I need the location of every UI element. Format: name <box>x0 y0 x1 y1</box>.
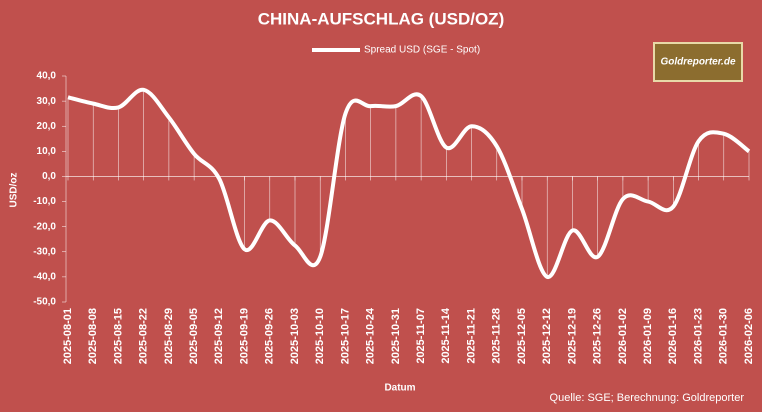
x-tick-label: 2025-09-12 <box>213 308 225 364</box>
x-tick-label: 2025-10-03 <box>289 308 301 364</box>
x-tick-label: 2025-10-24 <box>365 307 377 364</box>
y-tick-label: -10,0 <box>33 196 56 207</box>
x-tick-label: 2026-01-16 <box>667 308 679 364</box>
x-tick-label: 2025-08-01 <box>62 308 74 364</box>
y-tick-label: 30,0 <box>37 96 57 107</box>
x-tick-label: 2025-08-15 <box>112 308 124 364</box>
logo: Goldreporter.de <box>660 57 735 68</box>
x-tick-label: 2025-08-08 <box>87 308 99 364</box>
x-tick-label: 2026-01-09 <box>642 308 654 364</box>
x-tick-label: 2026-01-02 <box>617 308 629 364</box>
y-tick-label: -30,0 <box>33 246 56 257</box>
x-tick-label: 2025-11-07 <box>415 308 427 364</box>
y-tick-label: 40,0 <box>37 71 57 82</box>
x-axis-label: Datum <box>384 383 415 394</box>
x-tick-label: 2025-08-29 <box>163 308 175 364</box>
y-tick-label: -20,0 <box>33 221 56 232</box>
legend-label: Spread USD (SGE - Spot) <box>364 45 480 56</box>
x-tick-label: 2025-10-31 <box>390 308 402 364</box>
y-tick-label: -40,0 <box>33 272 56 283</box>
y-tick-label: -50,0 <box>33 297 56 308</box>
x-tick-label: 2025-11-14 <box>440 307 452 364</box>
x-tick-label: 2026-01-23 <box>692 308 704 364</box>
x-tick-label: 2025-12-12 <box>541 308 553 364</box>
logo-box <box>653 42 743 82</box>
y-tick-label: 10,0 <box>37 146 57 157</box>
x-tick-label: 2025-10-10 <box>314 308 326 364</box>
x-tick-label: 2025-11-28 <box>491 308 503 364</box>
x-tick-label: 2026-01-30 <box>718 308 730 364</box>
x-tick-label: 2026-02-06 <box>743 308 755 364</box>
x-tick-label: 2025-12-05 <box>516 308 528 364</box>
chart-title: CHINA-AUFSCHLAG (USD/OZ) <box>258 9 504 28</box>
series-line <box>67 87 751 279</box>
x-tick-label: 2025-10-17 <box>339 308 351 364</box>
y-tick-label: 0,0 <box>42 171 56 182</box>
x-tick-label: 2025-09-05 <box>188 308 200 364</box>
x-tick-label: 2025-11-21 <box>465 308 477 364</box>
x-tick-label: 2025-12-26 <box>592 308 604 364</box>
y-tick-label: 20,0 <box>37 121 57 132</box>
x-tick-label: 2025-09-19 <box>238 308 250 364</box>
source: Quelle: SGE; Berechnung: Goldreporter <box>550 392 745 404</box>
x-tick-label: 2025-09-26 <box>264 308 276 364</box>
y-axis-label: USD/oz <box>9 173 20 208</box>
x-tick-label: 2025-08-22 <box>138 308 150 364</box>
x-tick-label: 2025-12-19 <box>566 308 578 364</box>
